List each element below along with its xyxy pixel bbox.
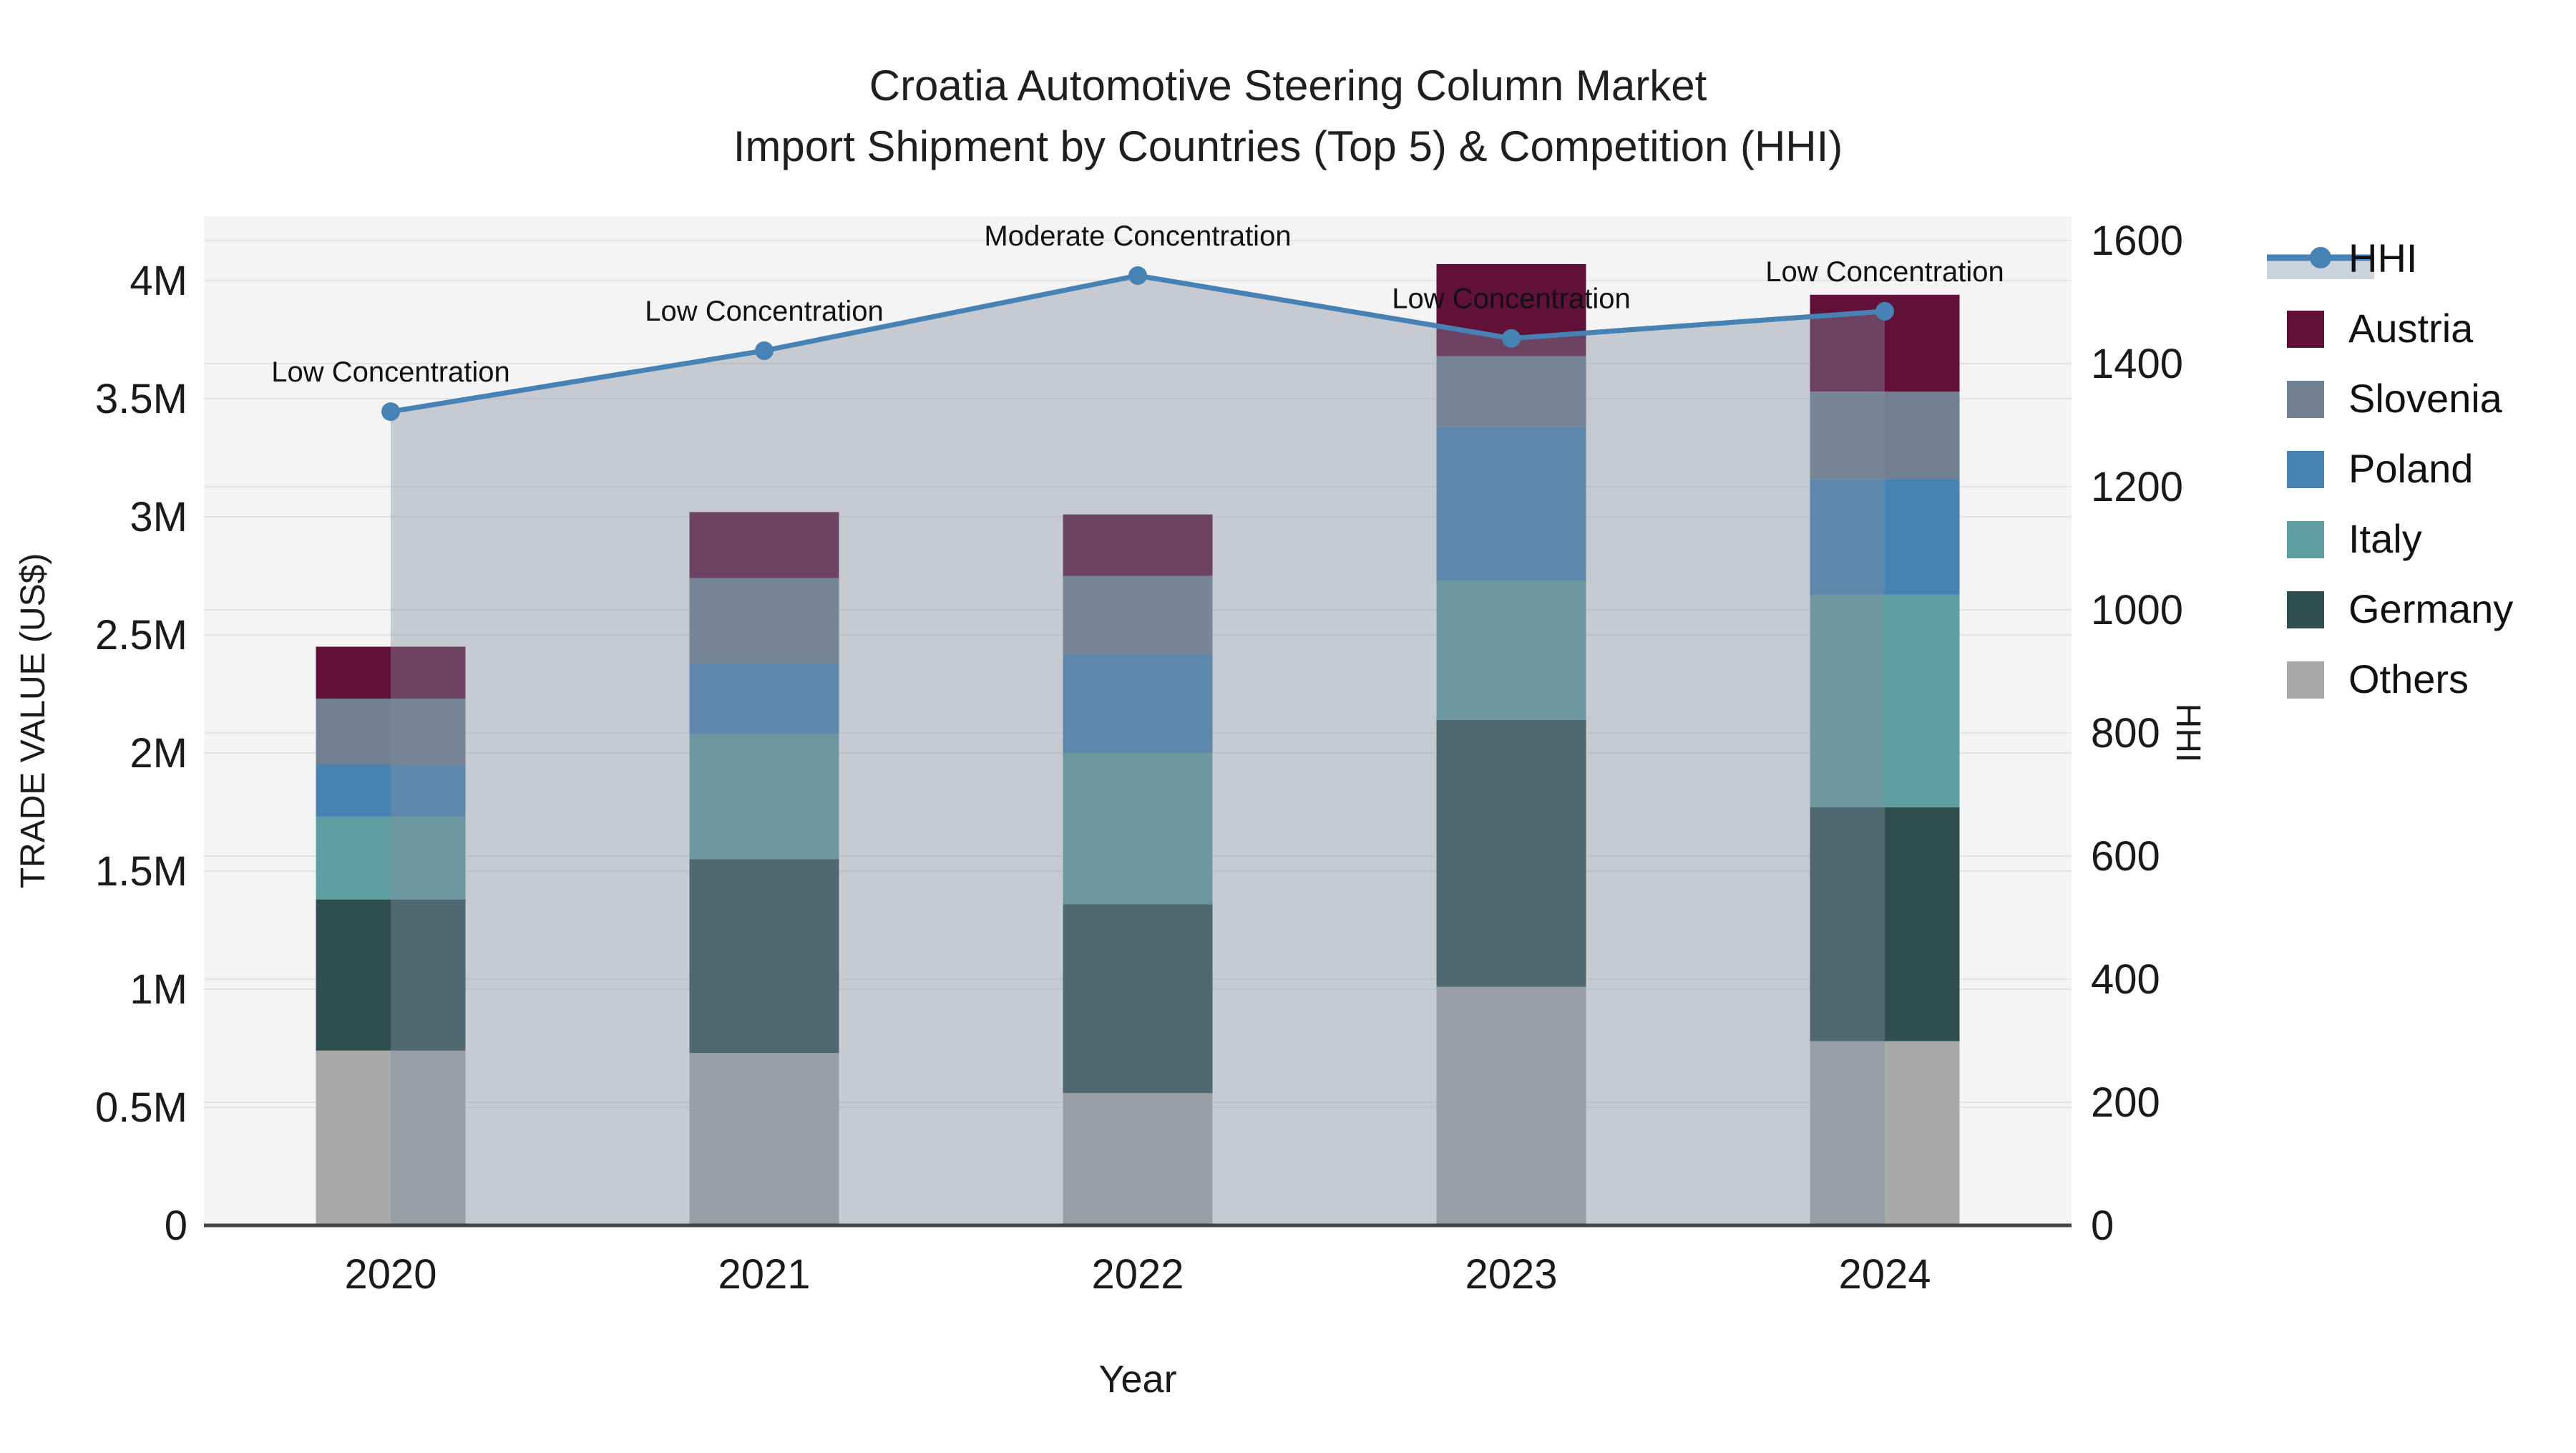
- right-tick-label: 800: [2091, 710, 2160, 757]
- hhi-legend-marker-icon: [2310, 247, 2331, 268]
- x-tick-label-2024: 2024: [1838, 1251, 1931, 1298]
- bar-segment-poland-2022[interactable]: [1063, 653, 1213, 753]
- bar-segment-poland-2021[interactable]: [689, 663, 839, 734]
- x-tick-label-2020: 2020: [344, 1251, 436, 1298]
- legend-swatch-slovenia: [2287, 381, 2324, 418]
- bar-segment-slovenia-2022[interactable]: [1063, 575, 1213, 654]
- legend-label-italy: Italy: [2348, 516, 2422, 561]
- bar-segment-others-2021[interactable]: [689, 1053, 839, 1225]
- x-tick-label-2021: 2021: [718, 1251, 810, 1298]
- hhi-point-2020[interactable]: [381, 402, 400, 422]
- bar-segment-poland-2023[interactable]: [1436, 427, 1586, 581]
- legend-label-slovenia: Slovenia: [2348, 376, 2503, 421]
- legend-label-hhi: HHI: [2348, 235, 2417, 281]
- legend-item-austria[interactable]: Austria: [2287, 306, 2474, 351]
- bar-segment-italy-2021[interactable]: [689, 734, 839, 860]
- bar-segment-austria-2020[interactable]: [316, 646, 466, 699]
- legend-swatch-germany: [2287, 591, 2324, 628]
- bar-segment-germany-2022[interactable]: [1063, 904, 1213, 1094]
- left-tick-label: 3.5M: [95, 376, 187, 422]
- legend-item-hhi[interactable]: HHI: [2267, 235, 2417, 281]
- legend: HHI Austria Slovenia Poland Italy Germany Othe…: [2267, 235, 2513, 701]
- chart-title-line1: Croatia Automotive Steering Column Marke…: [869, 62, 1707, 110]
- hhi-point-2022[interactable]: [1128, 266, 1147, 286]
- left-tick-label: 4M: [130, 258, 187, 304]
- left-axis-title: TRADE VALUE (US$): [14, 553, 52, 889]
- bar-segment-germany-2021[interactable]: [689, 859, 839, 1054]
- bar-segment-others-2022[interactable]: [1063, 1093, 1213, 1225]
- bar-segment-italy-2022[interactable]: [1063, 753, 1213, 905]
- bar-segment-slovenia-2024[interactable]: [1810, 392, 1960, 480]
- x-tick-label-2022: 2022: [1091, 1251, 1184, 1298]
- annotation-2020: Low Concentration: [271, 356, 510, 388]
- bar-segment-slovenia-2021[interactable]: [689, 578, 839, 664]
- right-tick-label: 1400: [2091, 341, 2183, 387]
- left-tick-label: 2M: [130, 730, 187, 777]
- right-tick-label: 1000: [2091, 587, 2183, 633]
- annotation-2021: Low Concentration: [645, 296, 884, 327]
- right-tick-label: 600: [2091, 833, 2160, 880]
- plot-area: Low Concentration Low Concentration Modera…: [95, 216, 2183, 1298]
- legend-swatch-austria: [2287, 311, 2324, 348]
- left-tick-label: 1M: [130, 966, 187, 1013]
- left-tick-label: 3M: [130, 494, 187, 540]
- legend-label-germany: Germany: [2348, 586, 2513, 631]
- bar-segment-italy-2020[interactable]: [316, 817, 466, 900]
- annotation-2023: Low Concentration: [1392, 283, 1631, 315]
- annotation-2024: Low Concentration: [1765, 256, 2004, 288]
- bar-segment-poland-2020[interactable]: [316, 764, 466, 817]
- right-tick-label: 200: [2091, 1079, 2160, 1126]
- chart-title-line2: Import Shipment by Countries (Top 5) & C…: [733, 122, 1843, 170]
- right-tick-label: 0: [2091, 1202, 2114, 1249]
- bar-segment-others-2020[interactable]: [316, 1050, 466, 1225]
- bar-segment-germany-2023[interactable]: [1436, 719, 1586, 987]
- bar-segment-others-2023[interactable]: [1436, 986, 1586, 1225]
- bar-segment-italy-2024[interactable]: [1810, 594, 1960, 807]
- right-tick-label: 1600: [2091, 218, 2183, 264]
- x-tick-label-2023: 2023: [1465, 1251, 1557, 1298]
- right-axis-title: HHI: [2169, 704, 2207, 763]
- left-tick-label: 0: [165, 1202, 187, 1249]
- bar-segment-germany-2020[interactable]: [316, 899, 466, 1051]
- left-tick-label: 0.5M: [95, 1084, 187, 1131]
- bar-segment-italy-2023[interactable]: [1436, 580, 1586, 720]
- bar-segment-germany-2024[interactable]: [1810, 807, 1960, 1041]
- legend-item-germany[interactable]: Germany: [2287, 586, 2513, 631]
- legend-label-poland: Poland: [2348, 446, 2473, 491]
- x-axis-title: Year: [1098, 1358, 1176, 1401]
- legend-label-austria: Austria: [2348, 306, 2474, 351]
- right-tick-label: 400: [2091, 956, 2160, 1003]
- legend-swatch-poland: [2287, 451, 2324, 488]
- bar-segment-slovenia-2023[interactable]: [1436, 356, 1586, 427]
- bar-segment-others-2024[interactable]: [1810, 1041, 1960, 1225]
- left-tick-label: 2.5M: [95, 612, 187, 659]
- legend-swatch-italy: [2287, 521, 2324, 558]
- hhi-point-2024[interactable]: [1875, 301, 1894, 321]
- legend-swatch-others: [2287, 661, 2324, 699]
- legend-item-others[interactable]: Others: [2287, 656, 2469, 701]
- bar-segment-austria-2022[interactable]: [1063, 514, 1213, 576]
- legend-item-poland[interactable]: Poland: [2287, 446, 2473, 491]
- annotation-2022: Moderate Concentration: [984, 220, 1291, 252]
- right-tick-label: 1200: [2091, 464, 2183, 510]
- hhi-point-2023[interactable]: [1502, 329, 1521, 348]
- hhi-area-fill: [391, 276, 1885, 1225]
- legend-label-others: Others: [2348, 656, 2469, 701]
- bar-segment-slovenia-2020[interactable]: [316, 699, 466, 765]
- bar-segment-austria-2021[interactable]: [689, 512, 839, 578]
- legend-item-slovenia[interactable]: Slovenia: [2287, 376, 2503, 421]
- left-tick-label: 1.5M: [95, 848, 187, 895]
- bar-segment-poland-2024[interactable]: [1810, 479, 1960, 595]
- legend-item-italy[interactable]: Italy: [2287, 516, 2422, 561]
- hhi-point-2021[interactable]: [755, 341, 774, 360]
